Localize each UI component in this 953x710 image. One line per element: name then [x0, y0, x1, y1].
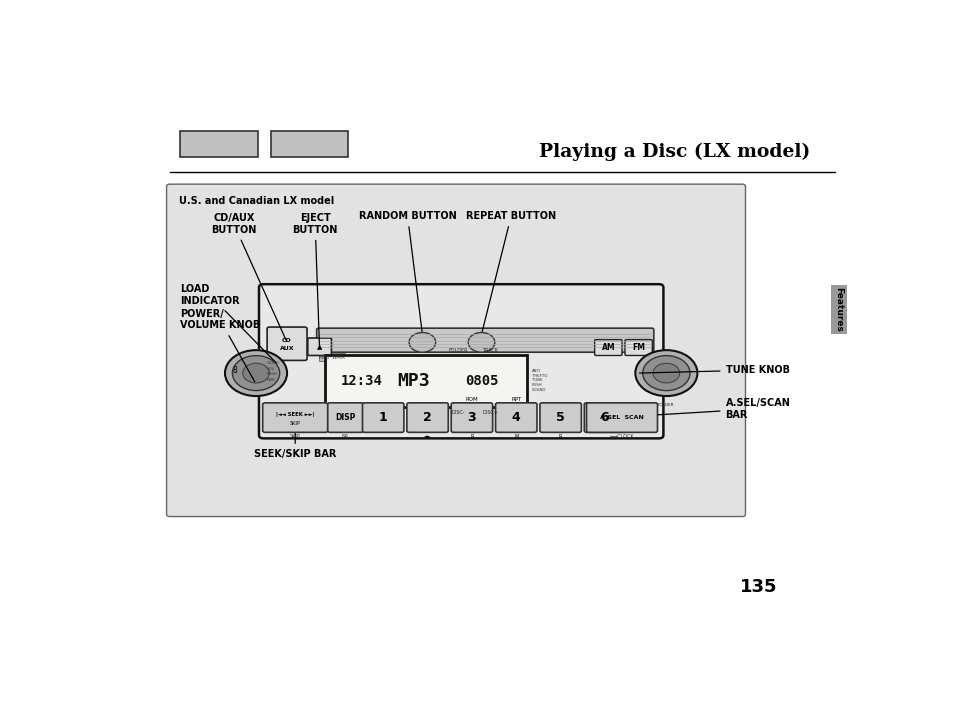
Text: ROM: ROM [465, 397, 477, 402]
Text: 135: 135 [740, 578, 777, 596]
FancyBboxPatch shape [451, 403, 492, 432]
Circle shape [225, 350, 287, 396]
Text: MP3: MP3 [396, 372, 430, 390]
Text: 5: 5 [556, 411, 564, 424]
Text: TUNE KNOB: TUNE KNOB [639, 365, 789, 375]
Text: CD: CD [282, 338, 292, 343]
Text: ◄►: ◄► [423, 435, 431, 439]
FancyBboxPatch shape [328, 403, 363, 432]
FancyBboxPatch shape [586, 403, 657, 432]
FancyBboxPatch shape [324, 355, 527, 407]
Text: FOLDER: FOLDER [658, 403, 674, 407]
Text: MP3  WMA: MP3 WMA [319, 354, 345, 360]
FancyBboxPatch shape [539, 403, 580, 432]
Text: REPEAT BUTTON: REPEAT BUTTON [466, 211, 556, 332]
Text: SKIP: SKIP [290, 435, 300, 439]
Text: LOAD
INDICATOR: LOAD INDICATOR [180, 284, 276, 363]
FancyBboxPatch shape [167, 184, 744, 517]
Bar [180, 131, 257, 158]
FancyBboxPatch shape [583, 403, 625, 432]
Text: PUSH: PUSH [267, 372, 277, 376]
Text: AM: AM [601, 343, 615, 352]
Text: A.SEL  SCAN: A.SEL SCAN [599, 415, 643, 420]
Text: 8: 8 [233, 366, 237, 376]
FancyBboxPatch shape [316, 328, 653, 352]
FancyBboxPatch shape [308, 338, 331, 356]
Bar [318, 353, 344, 361]
Bar [271, 131, 348, 158]
Text: VOL: VOL [267, 367, 274, 371]
Circle shape [468, 332, 495, 352]
Text: CD/AUX
BUTTON: CD/AUX BUTTON [211, 213, 286, 340]
Text: 3: 3 [467, 411, 476, 424]
FancyBboxPatch shape [258, 284, 662, 438]
Text: 1: 1 [378, 411, 387, 424]
Text: POWER/
VOLUME KNOB: POWER/ VOLUME KNOB [180, 309, 260, 381]
Text: ←→CLOCK: ←→CLOCK [609, 435, 634, 439]
Circle shape [409, 332, 436, 352]
Text: O.DISC: O.DISC [267, 361, 280, 365]
Text: DISC+: DISC+ [482, 410, 497, 415]
Text: 4: 4 [512, 411, 520, 424]
Text: PWR: PWR [267, 378, 275, 382]
Text: RPT: RPT [511, 397, 521, 402]
Text: U.S. and Canadian LX model: U.S. and Canadian LX model [179, 196, 335, 206]
Circle shape [642, 356, 689, 390]
FancyBboxPatch shape [406, 403, 448, 432]
Text: Features: Features [833, 287, 842, 332]
Text: SKIP: SKIP [290, 420, 300, 425]
Text: EJECT
BUTTON: EJECT BUTTON [293, 213, 337, 348]
Text: ANTI
THEFTO
TUNE
PUSH
SOUND: ANTI THEFTO TUNE PUSH SOUND [531, 368, 547, 392]
FancyBboxPatch shape [262, 403, 328, 432]
Text: ▲: ▲ [316, 344, 322, 350]
Text: FM: FM [632, 343, 644, 352]
FancyBboxPatch shape [624, 339, 652, 356]
Text: |◄◄ SEEK ►►|: |◄◄ SEEK ►►| [275, 413, 314, 417]
FancyBboxPatch shape [594, 339, 621, 356]
FancyBboxPatch shape [267, 327, 307, 361]
Circle shape [242, 364, 269, 383]
Text: 2: 2 [423, 411, 432, 424]
Text: 12:34: 12:34 [340, 374, 382, 388]
Text: FOLDER: FOLDER [448, 349, 467, 354]
FancyBboxPatch shape [495, 403, 537, 432]
Text: M: M [514, 435, 517, 439]
Text: DISC-: DISC- [451, 410, 464, 415]
Text: R: R [558, 435, 561, 439]
Circle shape [653, 364, 679, 383]
Circle shape [233, 356, 279, 390]
Text: NR: NR [341, 435, 349, 439]
Text: 6: 6 [600, 411, 609, 424]
Text: SEEK/SKIP BAR: SEEK/SKIP BAR [253, 434, 336, 459]
Bar [830, 285, 846, 334]
Text: Playing a Disc (LX model): Playing a Disc (LX model) [538, 143, 810, 160]
FancyBboxPatch shape [362, 403, 403, 432]
Text: A.SEL/SCAN
BAR: A.SEL/SCAN BAR [658, 398, 790, 420]
Text: AUX: AUX [279, 346, 294, 351]
Circle shape [635, 350, 697, 396]
Text: TRACK: TRACK [482, 349, 497, 354]
Text: R: R [470, 435, 473, 439]
Text: RANDOM BUTTON: RANDOM BUTTON [358, 211, 456, 332]
Text: 0805: 0805 [464, 374, 497, 388]
Text: DISP: DISP [335, 413, 355, 422]
